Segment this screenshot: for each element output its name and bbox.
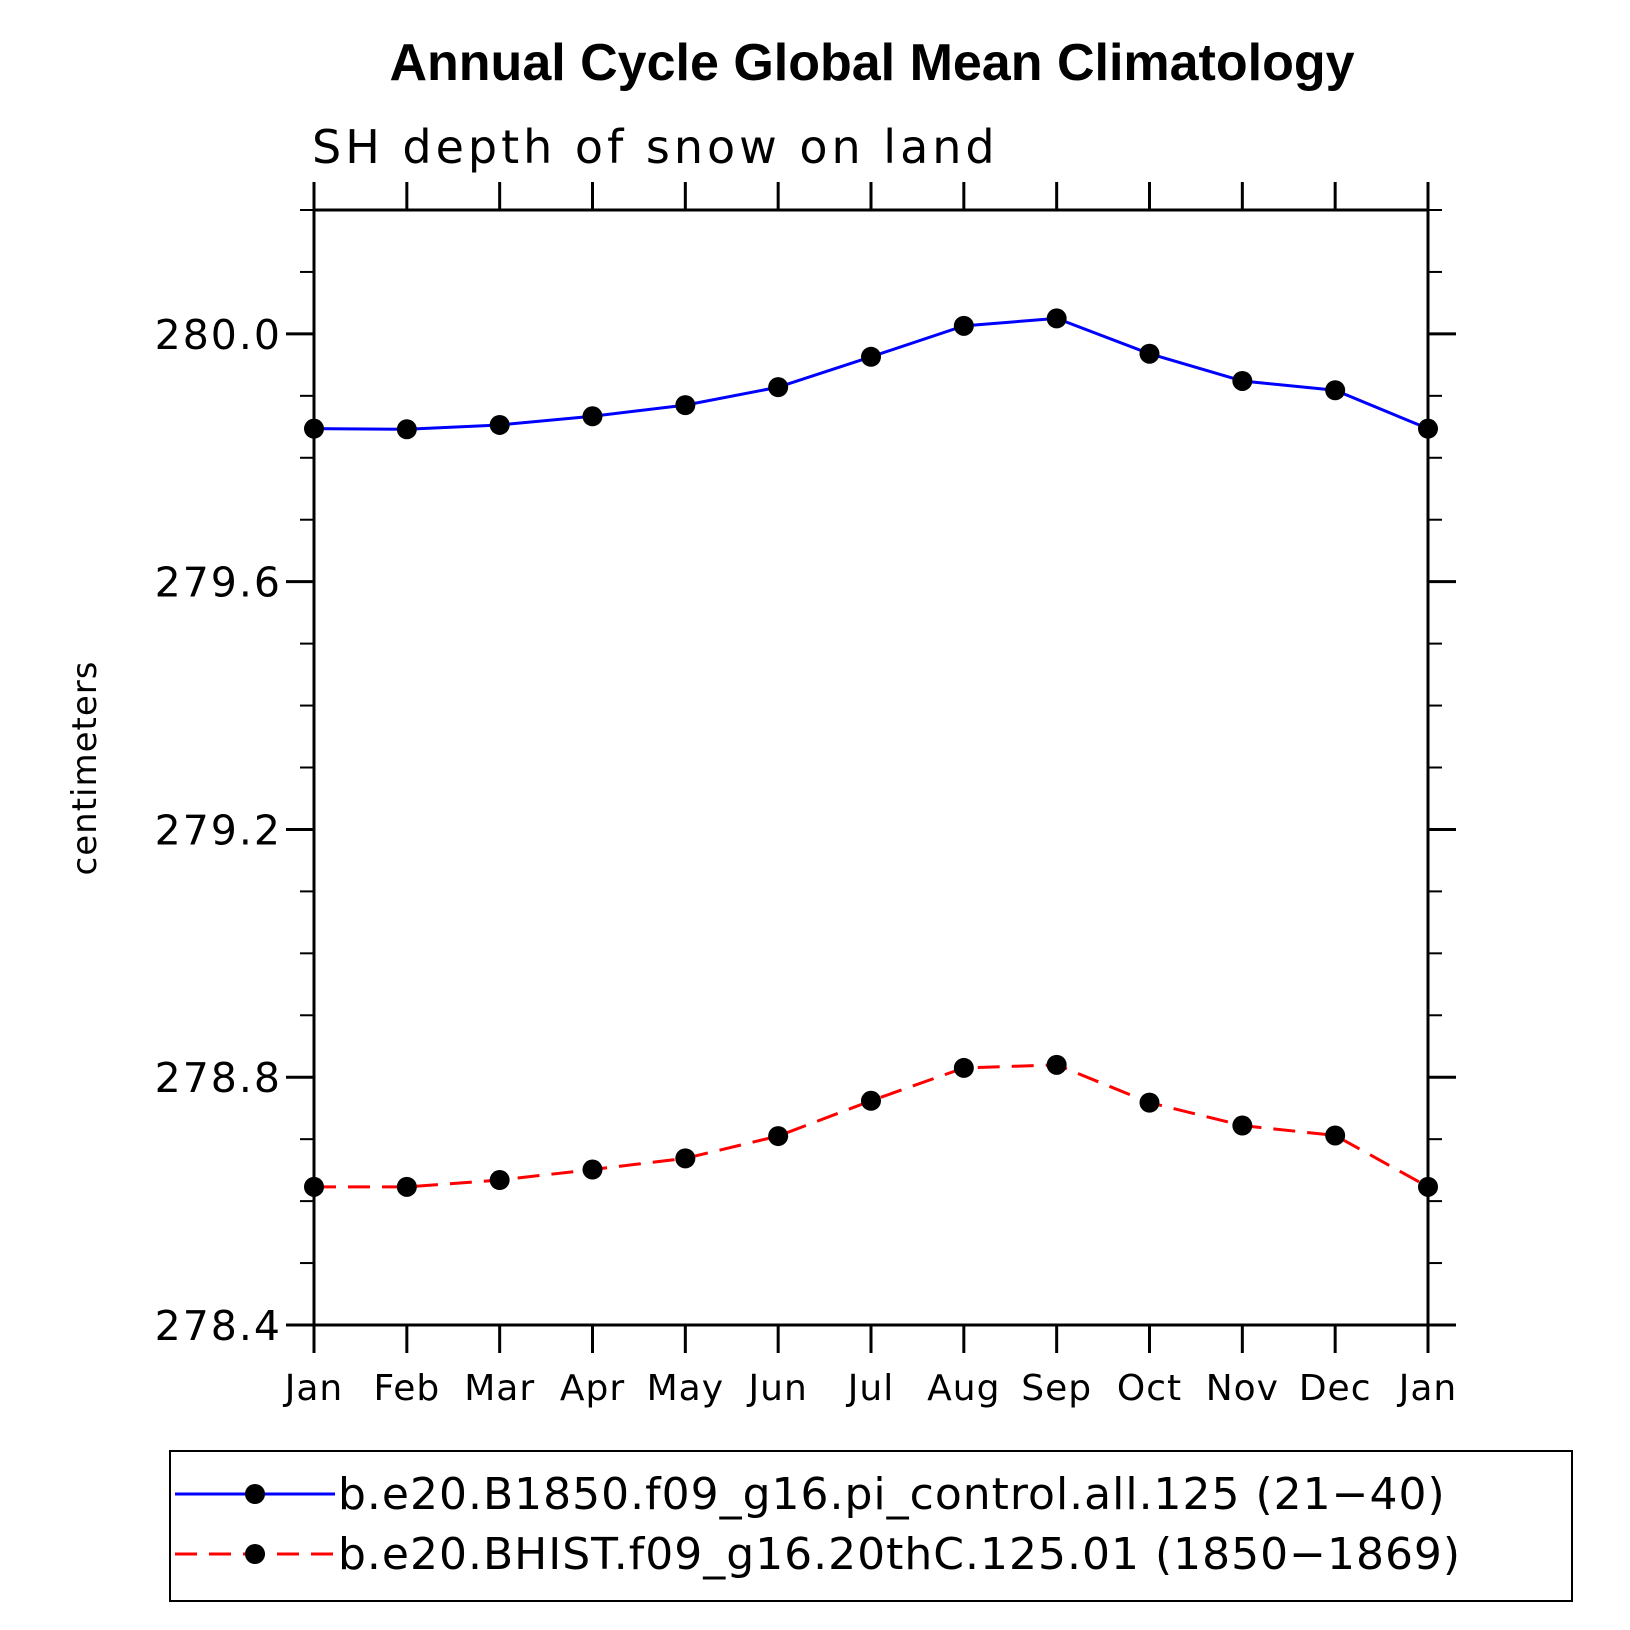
series-lines [313,316,1429,1189]
data-point-series-2 [489,1170,510,1191]
x-tick-label: Feb [373,1368,440,1409]
y-tick-label: 279.6 [155,559,282,607]
data-point-series-1 [396,419,417,440]
x-tick-label: Apr [560,1368,625,1409]
x-tick-label: Dec [1299,1368,1372,1409]
x-tick-label: Jun [747,1368,808,1409]
data-point-series-2 [1325,1125,1346,1146]
legend-box [169,1450,1573,1602]
series-line-2 [314,1063,1429,1189]
series-line-1 [313,316,1429,431]
chart-subtitle: SH depth of snow on land [312,120,999,174]
data-point-series-2 [304,1176,324,1197]
chart-title: Annual Cycle Global Mean Climatology [389,34,1354,92]
data-point-series-1 [489,414,510,435]
data-point-series-1 [304,418,324,439]
data-point-series-2 [861,1090,881,1111]
y-tick-label: 279.2 [155,806,282,854]
legend: b.e20.B1850.f09_g16.pi_control.all.125 (… [169,1450,1573,1602]
plot-frame [312,208,1430,1327]
x-tick-label: May [647,1368,724,1409]
x-tick-label: Sep [1021,1368,1092,1409]
series-markers [304,308,1438,1197]
data-point-series-1 [861,346,881,367]
x-tick-label: Nov [1206,1368,1279,1409]
data-point-series-1 [1232,370,1253,391]
legend-label-series-1: b.e20.B1850.f09_g16.pi_control.all.125 (… [338,1469,1446,1520]
x-tick-label: Aug [927,1368,1000,1409]
data-point-series-2 [1139,1092,1160,1113]
data-point-series-2 [675,1148,696,1169]
data-point-series-1 [1325,380,1346,401]
legend-label-series-2: b.e20.BHIST.f09_g16.20thC.125.01 (1850−1… [338,1529,1461,1580]
legend-marker-series-2 [245,1544,265,1564]
data-point-series-2 [582,1159,603,1180]
data-point-series-2 [1046,1054,1067,1075]
data-point-series-1 [953,315,974,336]
legend-marker-series-1 [245,1484,265,1504]
y-axis-label: centimeters [65,661,105,876]
data-point-series-1 [582,406,603,427]
y-tick-label: 278.4 [155,1302,282,1350]
data-point-series-2 [1232,1115,1253,1136]
data-point-series-1 [768,377,789,398]
y-tick-label: 280.0 [155,311,282,359]
plot-border [312,208,1430,1327]
data-point-series-2 [768,1126,789,1147]
x-tick-label: Jan [1397,1368,1458,1409]
y-tick-label: 278.8 [155,1054,282,1102]
data-point-series-1 [675,395,696,416]
x-tick-labels: Jan Feb Mar Apr May Jun Jul Aug Sep Oct Nov Dec Jan [283,1368,1458,1409]
axis-ticks [286,182,1456,1353]
x-tick-label: Jul [846,1368,894,1409]
data-point-series-2 [396,1176,417,1197]
x-tick-label: Mar [464,1368,535,1409]
data-point-series-1 [1139,343,1160,364]
y-tick-labels: 278.4 278.8 279.2 279.6 280.0 [155,311,282,1350]
data-point-series-2 [953,1057,974,1078]
data-point-series-2 [1418,1176,1438,1197]
data-point-series-1 [1418,418,1438,439]
x-tick-label: Jan [283,1368,344,1409]
data-point-series-1 [1046,308,1067,329]
x-tick-label: Oct [1117,1368,1182,1409]
